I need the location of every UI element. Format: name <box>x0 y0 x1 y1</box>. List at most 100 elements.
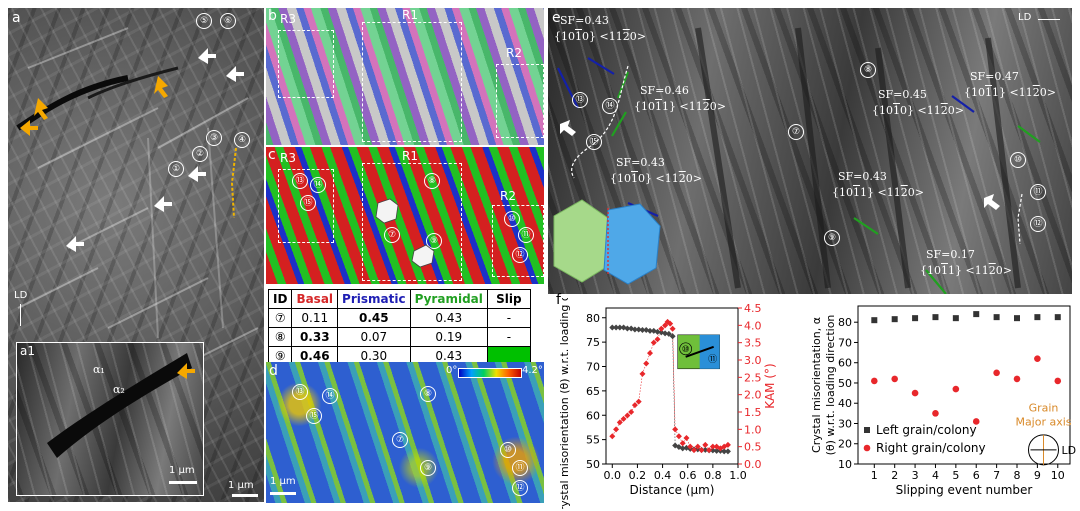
misorientation-point <box>662 330 669 337</box>
marker-7-e: ⑦ <box>788 124 804 140</box>
region-r1-label: R1 <box>402 8 418 22</box>
kam-colorbar <box>458 368 522 378</box>
panel-a-scale-label: 1 µm <box>228 480 254 491</box>
y-tick-label: 60 <box>838 357 852 370</box>
misorientation-point <box>628 325 635 332</box>
x-axis-label: Slipping event number <box>896 483 1033 497</box>
kam-point <box>694 443 701 450</box>
hcp-cell-icons <box>375 198 435 268</box>
left-grain-point <box>891 316 898 323</box>
misorientation-point <box>675 443 682 450</box>
sf-label-2: SF=0.46 <box>640 84 689 97</box>
sf-label-1: SF=0.43 <box>560 14 609 27</box>
region-r2-label-c: R2 <box>500 189 516 203</box>
kam-point <box>724 441 731 448</box>
panel-a-letter: a <box>12 10 21 26</box>
y2-tick-label: 4.5 <box>744 302 762 315</box>
right-grain-point <box>972 418 980 425</box>
marker-13-e: ⑬ <box>572 92 588 108</box>
x-tick-label: 6 <box>973 469 980 482</box>
region-r1-label-c: R1 <box>402 149 418 163</box>
panel-c-slip-map: c R3 R1 R2 ⑬ ⑭ ⑮ ⑧ ⑦ ⑨ ⑩ ⑪ ⑫ <box>266 147 544 284</box>
x-tick-label: 0.6 <box>679 469 697 482</box>
table-row: ⑦ 0.11 0.45 0.43 - <box>267 308 531 328</box>
misorientation-point <box>613 324 620 331</box>
marker-9-e: ⑨ <box>824 230 840 246</box>
kam-point <box>669 325 676 332</box>
misorientation-point <box>624 325 631 332</box>
marker-11-c: ⑪ <box>518 227 534 243</box>
panel-b-ipf-map: b R3 R1 R2 <box>266 8 544 145</box>
marker-12-e: ⑫ <box>1030 216 1046 232</box>
kam-point <box>658 325 665 332</box>
col-id: ID <box>267 289 293 309</box>
kam-point <box>675 433 682 440</box>
misorientation-point <box>609 324 616 331</box>
y2-axis-label: KAM (°) <box>763 363 777 408</box>
marker-12-c: ⑫ <box>512 247 528 263</box>
cell-slip: - <box>486 327 531 347</box>
col-slip: Slip <box>486 289 531 309</box>
marker-10-d: ⑩ <box>500 442 516 458</box>
kam-point <box>650 339 657 346</box>
col-prismatic: Prismatic <box>337 289 411 309</box>
region-r2-box <box>496 64 544 138</box>
kam-point <box>717 445 724 452</box>
sf-label-3: SF=0.43 <box>616 156 665 169</box>
region-r3-box <box>278 30 334 98</box>
cell-prismatic: 0.07 <box>337 327 411 347</box>
kam-point <box>647 350 653 357</box>
misorientation-point <box>639 326 646 333</box>
right-grain-point <box>1034 355 1041 362</box>
marker-10-c: ⑩ <box>504 211 520 227</box>
kam-point <box>639 370 646 377</box>
kam-point <box>609 433 616 440</box>
y-tick-label: 55 <box>586 434 600 447</box>
sf-label-6: SF=0.43 <box>838 170 887 183</box>
marker-8-e: ⑧ <box>860 62 876 78</box>
col-basal: Basal <box>291 289 339 309</box>
col-pyramidal: Pyramidal <box>409 289 488 309</box>
right-grain-point <box>952 385 960 393</box>
cell-pyramidal: 0.19 <box>409 327 488 347</box>
marker-11-d: ⑪ <box>512 460 528 476</box>
misorientation-point <box>702 446 709 453</box>
left-grain-point <box>871 317 878 324</box>
marker-14-d: ⑭ <box>322 388 338 404</box>
panel-e-letter: e <box>552 10 561 26</box>
inset-marker-10: ⑩ <box>682 345 690 355</box>
kam-point <box>616 419 623 426</box>
marker-6: ⑥ <box>220 13 236 29</box>
marker-11-e: ⑪ <box>1030 184 1046 200</box>
cell-pyramidal: 0.43 <box>409 308 488 328</box>
y-tick-label: 40 <box>838 397 852 410</box>
sf-label-5: SF=0.47 <box>970 70 1019 83</box>
misorientation-point <box>635 326 642 333</box>
left-grain-point <box>932 314 939 321</box>
y-tick-label: 70 <box>838 336 852 349</box>
x-tick-label: 7 <box>993 469 1000 482</box>
marker-7-c: ⑦ <box>384 227 400 243</box>
region-r2-label: R2 <box>506 46 522 60</box>
region-r1-box-c <box>362 163 462 281</box>
kam-point <box>687 443 694 450</box>
kam-scale-min: 0° <box>446 365 458 376</box>
kam-point <box>683 435 690 441</box>
kam-point <box>691 447 697 454</box>
x-tick-label: 1.0 <box>729 469 747 482</box>
panel-a1-scale-label: 1 µm <box>169 465 195 476</box>
plane-label-5: {1011} <1120> <box>964 86 1056 99</box>
x-tick-label: 5 <box>952 469 959 482</box>
panel-a-ld-label: LD <box>14 290 28 301</box>
kam-point <box>672 426 679 433</box>
left-grain-point <box>993 314 1000 321</box>
kam-point <box>635 398 642 405</box>
kam-point <box>667 320 674 327</box>
misorientation-point <box>631 326 638 333</box>
sf-label-7: SF=0.17 <box>926 248 975 261</box>
cell-id: ⑦ <box>267 308 293 328</box>
right-grain-point <box>1054 377 1062 385</box>
chart-misorientation-kam: 0.0 0.2 0.4 0.6 0.8 1.0 50 55 60 65 70 75 80 0.0 0.5 1.… <box>558 298 777 509</box>
marker-13-d: ⑬ <box>292 384 308 400</box>
y2-tick-label: 3.0 <box>744 354 762 367</box>
